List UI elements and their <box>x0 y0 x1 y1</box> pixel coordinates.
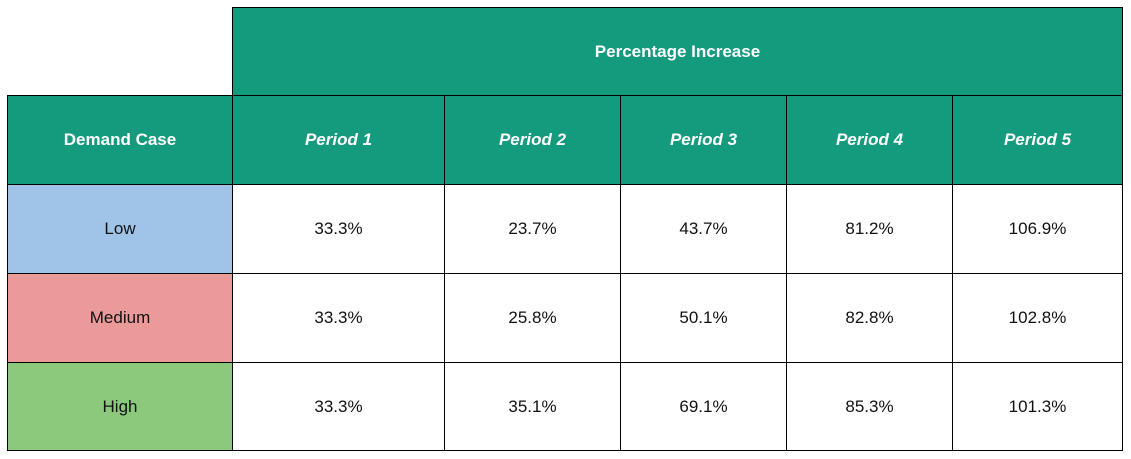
cell-medium-period-2: 25.8% <box>444 273 621 363</box>
cell-medium-period-5: 102.8% <box>952 273 1123 363</box>
cell-low-period-3: 43.7% <box>620 184 787 274</box>
header-period-3: Period 3 <box>620 95 787 185</box>
cell-low-period-2: 23.7% <box>444 184 621 274</box>
cell-high-period-1: 33.3% <box>232 362 445 451</box>
corner-blank <box>7 7 233 96</box>
cell-low-period-4: 81.2% <box>786 184 953 274</box>
cell-medium-period-3: 50.1% <box>620 273 787 363</box>
cell-high-period-5: 101.3% <box>952 362 1123 451</box>
header-period-1: Period 1 <box>232 95 445 185</box>
header-period-2: Period 2 <box>444 95 621 185</box>
header-demand-case: Demand Case <box>7 95 233 185</box>
header-percentage-increase: Percentage Increase <box>232 7 1123 96</box>
cell-high-period-4: 85.3% <box>786 362 953 451</box>
cell-low-period-5: 106.9% <box>952 184 1123 274</box>
cell-low-period-1: 33.3% <box>232 184 445 274</box>
cell-medium-period-1: 33.3% <box>232 273 445 363</box>
row-label-medium: Medium <box>7 273 233 363</box>
cell-high-period-2: 35.1% <box>444 362 621 451</box>
header-period-4: Period 4 <box>786 95 953 185</box>
row-label-low: Low <box>7 184 233 274</box>
cell-high-period-3: 69.1% <box>620 362 787 451</box>
percentage-increase-table: Percentage Increase Demand Case Period 1… <box>7 7 1123 451</box>
cell-medium-period-4: 82.8% <box>786 273 953 363</box>
header-period-5: Period 5 <box>952 95 1123 185</box>
row-label-high: High <box>7 362 233 451</box>
